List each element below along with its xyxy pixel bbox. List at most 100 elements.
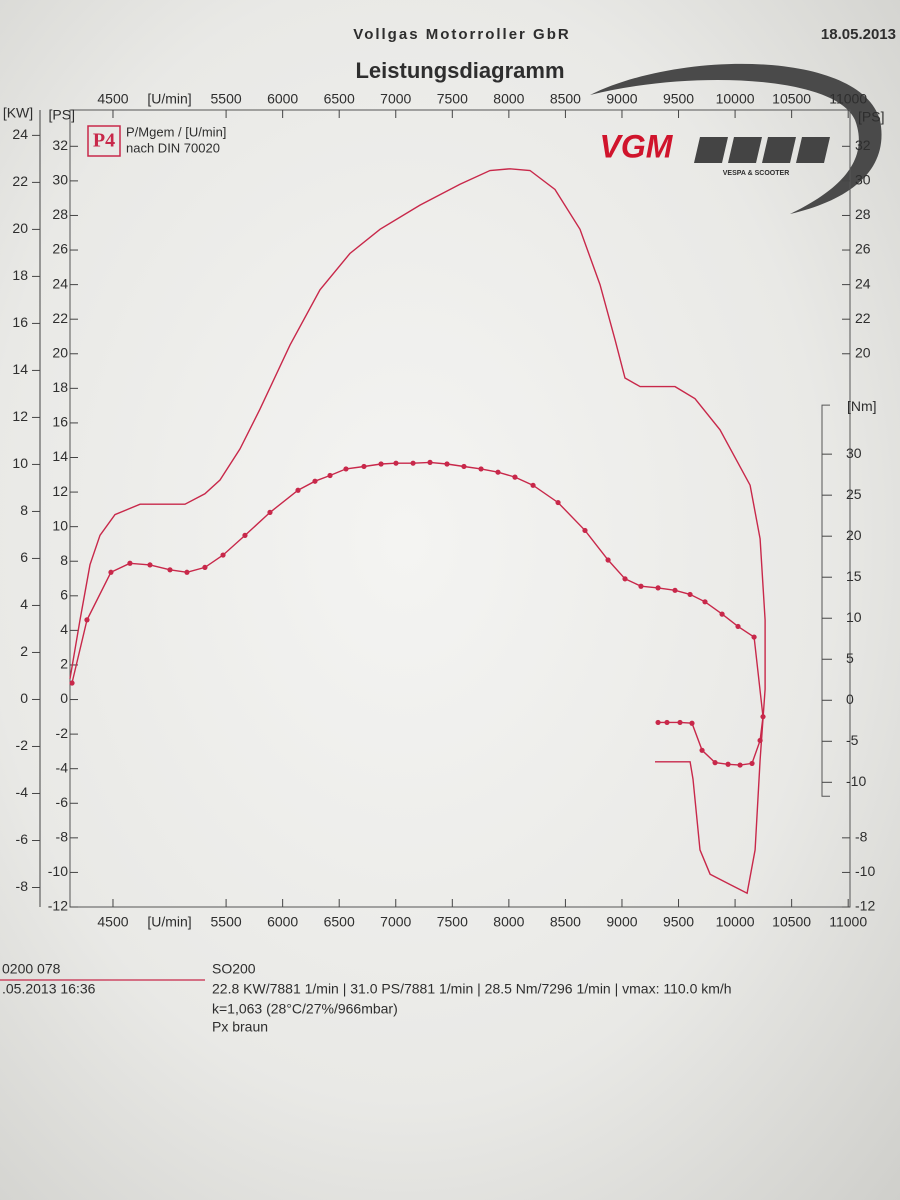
series-marker xyxy=(605,557,611,563)
series-marker xyxy=(478,466,484,472)
series-marker xyxy=(638,583,644,589)
y2-tick-label: 22 xyxy=(855,310,871,326)
y-tick-label: 24 xyxy=(52,275,68,291)
y-axis-label: [PS] xyxy=(49,107,75,123)
y-tick-label: 22 xyxy=(52,310,68,326)
x-tick-label: 11000 xyxy=(829,91,867,107)
kw-tick-label: -8 xyxy=(16,878,29,894)
brand-logo: VGM xyxy=(600,128,674,164)
x-tick-label: 9000 xyxy=(606,914,637,930)
nm-tick-label: 10 xyxy=(846,609,862,625)
y-tick-label: 12 xyxy=(52,483,68,499)
y2-tick-label: 32 xyxy=(855,137,871,153)
chart-desc: nach DIN 70020 xyxy=(126,140,220,155)
series-marker xyxy=(127,560,133,566)
series-marker xyxy=(712,760,718,766)
p4-logo: P4 xyxy=(93,130,115,152)
y2-axis-label: [PS] xyxy=(858,109,884,125)
conditions: k=1,063 (28°C/27%/966mbar) xyxy=(212,1001,398,1017)
chart-desc: P/Mgem / [U/min] xyxy=(126,124,226,139)
checkered-flags xyxy=(694,137,830,163)
nm-tick-label: 20 xyxy=(846,527,862,543)
series-marker xyxy=(327,472,333,479)
series-marker xyxy=(461,463,467,470)
p4-box xyxy=(87,125,121,157)
kw-tick-label: 20 xyxy=(12,220,28,236)
series-marker xyxy=(699,747,705,753)
series-marker xyxy=(689,720,695,726)
series-marker xyxy=(267,509,273,515)
y-tick-label: 4 xyxy=(60,621,68,637)
nm-tick-label: 25 xyxy=(846,486,862,502)
x-tick-label: 8000 xyxy=(493,91,524,107)
y-tick-label: 14 xyxy=(52,448,68,464)
series-marker xyxy=(69,680,75,686)
x-tick-label: 9500 xyxy=(663,91,694,107)
y2-tick-label: -10 xyxy=(855,863,875,879)
series-marker xyxy=(702,599,708,605)
y-tick-label: 18 xyxy=(52,379,68,395)
x-tick-label: 6500 xyxy=(324,91,355,107)
x-axis-label: [U/min] xyxy=(147,914,191,930)
kw-tick-label: 16 xyxy=(12,314,28,330)
model: SO200 xyxy=(212,961,256,977)
kw-axis-label: [KW] xyxy=(3,105,33,121)
kw-tick-label: 18 xyxy=(12,267,28,283)
y-tick-label: 32 xyxy=(52,137,68,153)
series-marker xyxy=(184,569,190,575)
series-marker xyxy=(687,591,693,598)
y2-tick-label: 30 xyxy=(855,172,871,188)
series-marker xyxy=(427,459,433,465)
title: Leistungsdiagramm xyxy=(355,58,564,83)
y-tick-label: 30 xyxy=(52,172,68,188)
series-marker xyxy=(677,719,683,726)
series-marker xyxy=(410,460,416,466)
nm-tick-label: -5 xyxy=(846,732,859,748)
series-line xyxy=(71,461,764,766)
series-marker xyxy=(295,487,301,493)
series-marker xyxy=(393,460,399,466)
nm-axis-bracket xyxy=(821,404,830,797)
nm-tick-label: 15 xyxy=(846,568,862,584)
stats: 22.8 KW/7881 1/min | 31.0 PS/7881 1/min … xyxy=(212,981,732,997)
y-tick-label: 28 xyxy=(52,206,68,222)
date: 18.05.2013 xyxy=(821,26,896,43)
series-marker xyxy=(655,719,661,726)
kw-tick-label: 8 xyxy=(20,502,28,518)
y-tick-label: 16 xyxy=(52,414,68,430)
kw-tick-label: -2 xyxy=(16,737,29,753)
kw-tick-label: 2 xyxy=(20,643,28,659)
x-tick-label: 10000 xyxy=(716,91,755,107)
kw-tick-label: -6 xyxy=(16,831,29,847)
y-tick-label: -4 xyxy=(56,759,69,775)
series-marker xyxy=(202,564,208,570)
x-tick-label: 8500 xyxy=(550,914,581,930)
x-tick-label: 10500 xyxy=(772,91,811,107)
y-tick-label: -2 xyxy=(56,725,69,741)
x-tick-label: 5500 xyxy=(211,914,242,930)
kw-tick-label: 14 xyxy=(12,361,28,377)
series-marker xyxy=(242,532,248,538)
run-id: 0200 078 xyxy=(2,961,61,977)
series-marker xyxy=(220,552,226,558)
series-marker xyxy=(530,482,536,488)
x-tick-label: 10000 xyxy=(716,914,755,930)
series-marker xyxy=(719,611,725,617)
series-marker xyxy=(378,461,384,467)
series-marker xyxy=(444,461,450,467)
kw-tick-label: 22 xyxy=(12,173,28,189)
y2-tick-label: -8 xyxy=(855,829,868,845)
series-marker xyxy=(622,576,628,582)
y-tick-label: -8 xyxy=(56,829,69,845)
series-marker xyxy=(495,469,501,475)
nm-axis-label: [Nm] xyxy=(847,398,877,414)
y-tick-label: -12 xyxy=(48,898,68,914)
x-tick-label: 9500 xyxy=(663,914,694,930)
series-marker xyxy=(555,499,561,506)
y-tick-label: 10 xyxy=(52,517,68,533)
x-tick-label: 7000 xyxy=(380,914,411,930)
x-tick-label: 4500 xyxy=(97,914,128,930)
series-marker xyxy=(361,463,367,470)
kw-tick-label: 24 xyxy=(12,126,28,142)
nm-tick-label: -10 xyxy=(846,773,866,789)
